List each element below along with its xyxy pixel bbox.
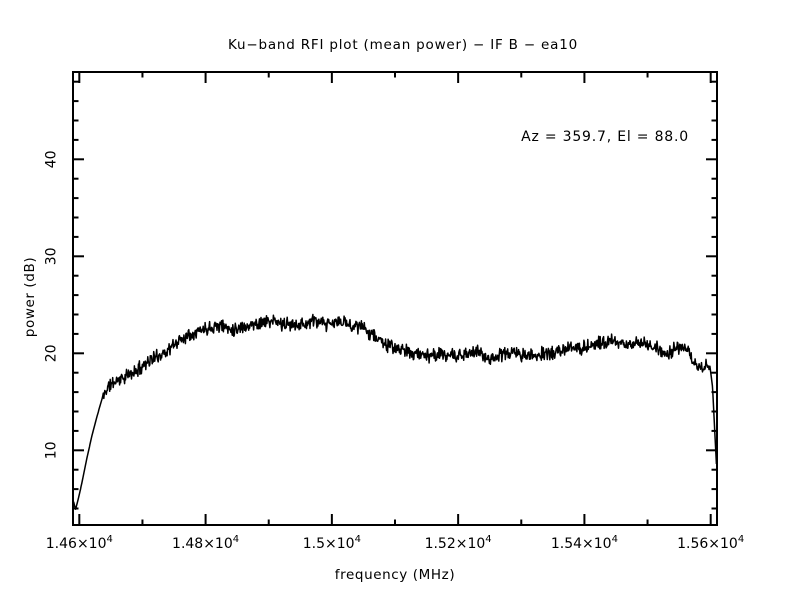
x-tick-label: 1.52×104 bbox=[425, 534, 492, 552]
axis-ticks bbox=[73, 72, 717, 525]
x-tick-label-base: 1.56×10 bbox=[677, 536, 738, 552]
x-tick-label-base: 1.52×10 bbox=[425, 536, 486, 552]
x-tick-label: 1.48×104 bbox=[172, 534, 239, 552]
x-tick-labels: 1.46×104 1.48×104 1.5×104 1.52×104 1.54×104 1… bbox=[46, 534, 744, 552]
x-axis-label: frequency (MHz) bbox=[335, 567, 455, 583]
y-tick-label: 40 bbox=[44, 150, 60, 168]
x-tick-label-exponent: 4 bbox=[233, 534, 239, 545]
x-tick-label: 1.56×104 bbox=[677, 534, 744, 552]
x-tick-label-exponent: 4 bbox=[106, 534, 112, 545]
x-tick-label-base: 1.48×10 bbox=[172, 536, 233, 552]
y-tick-labels: 10 20 30 40 bbox=[44, 150, 60, 459]
plot-title: Ku−band RFI plot (mean power) − IF B − e… bbox=[228, 37, 578, 53]
y-tick-label: 10 bbox=[44, 441, 60, 459]
x-tick-label: 1.5×104 bbox=[303, 534, 361, 552]
x-tick-label-base: 1.5×10 bbox=[303, 536, 355, 552]
x-tick-label-base: 1.46×10 bbox=[46, 536, 107, 552]
x-tick-label: 1.54×104 bbox=[551, 534, 618, 552]
spectrum-polyline bbox=[73, 313, 718, 510]
x-tick-label-exponent: 4 bbox=[485, 534, 491, 545]
y-tick-label: 30 bbox=[44, 247, 60, 265]
y-tick-label: 20 bbox=[44, 344, 60, 362]
power-spectrum-curve bbox=[73, 313, 718, 510]
x-tick-label-base: 1.54×10 bbox=[551, 536, 612, 552]
x-tick-label-exponent: 4 bbox=[355, 534, 361, 545]
y-axis-label: power (dB) bbox=[22, 257, 38, 337]
annotation-az-el: Az = 359.7, El = 88.0 bbox=[521, 129, 689, 145]
x-tick-label-exponent: 4 bbox=[612, 534, 618, 545]
x-tick-label: 1.46×104 bbox=[46, 534, 113, 552]
x-tick-label-exponent: 4 bbox=[738, 534, 744, 545]
